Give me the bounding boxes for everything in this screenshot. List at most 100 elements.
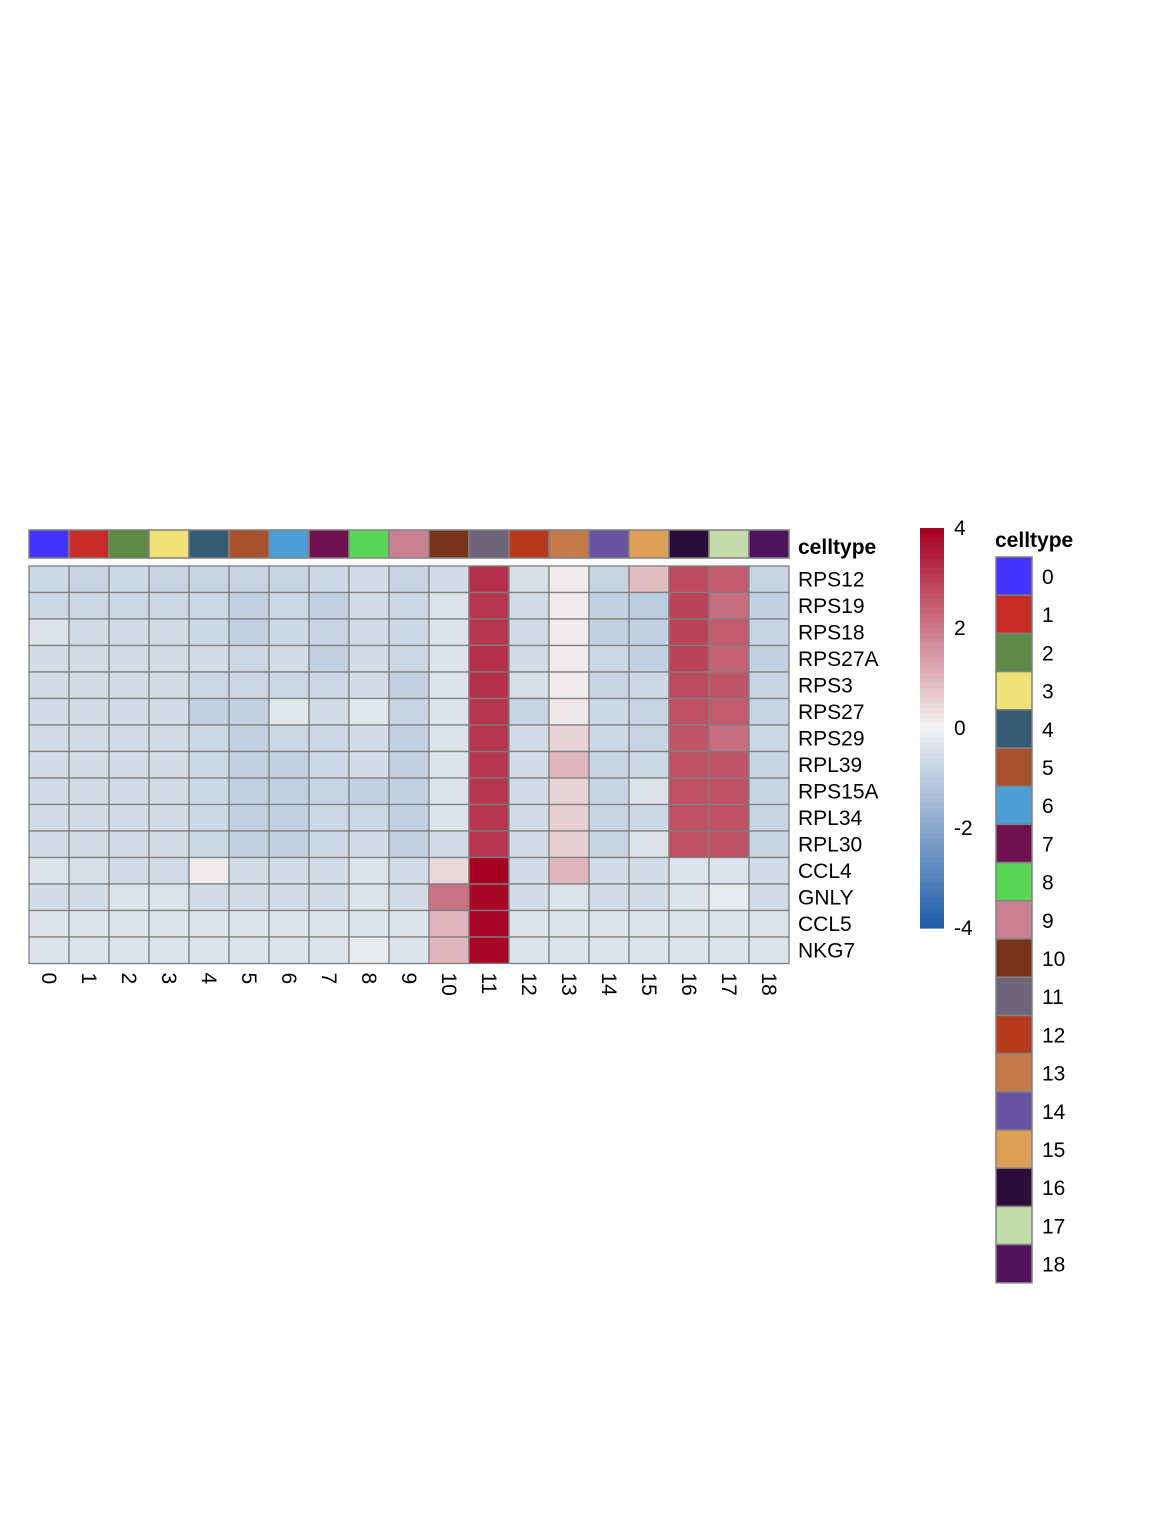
heatmap-cell (148, 936, 190, 965)
heatmap-cell (348, 671, 390, 700)
column-label: 15 (637, 973, 660, 996)
heatmap-cell (348, 856, 390, 885)
celltype-annotation-cell-10 (428, 529, 470, 559)
heatmap-cell (668, 777, 710, 806)
heatmap-cell (68, 724, 110, 753)
heatmap-cell (388, 671, 430, 700)
heatmap-cell (308, 591, 350, 620)
heatmap-cell (388, 936, 430, 965)
heatmap-cell (28, 883, 70, 912)
color-scale-segment (920, 663, 944, 669)
heatmap-cell (508, 830, 550, 859)
row-label: NKG7 (798, 939, 855, 962)
legend-label: 2 (1042, 642, 1054, 665)
heatmap-cell (28, 618, 70, 647)
legend-label: 9 (1042, 910, 1054, 933)
heatmap-cell (188, 644, 230, 673)
heatmap-cell (668, 803, 710, 832)
row-label: RPL30 (798, 833, 862, 856)
heatmap-cell (148, 803, 190, 832)
color-scale-segment (920, 608, 944, 614)
heatmap-cell (628, 936, 670, 965)
heatmap-cell (268, 591, 310, 620)
celltype-annotation-cell-18 (748, 529, 790, 559)
heatmap-cell (308, 697, 350, 726)
color-scale-segment (920, 628, 944, 634)
heatmap-cell (708, 724, 750, 753)
color-scale-tick-label: 0 (954, 717, 966, 740)
heatmap-cell (748, 644, 790, 673)
heatmap-cell (548, 883, 590, 912)
heatmap-cell (308, 909, 350, 938)
heatmap-cell (508, 750, 550, 779)
heatmap-cell (428, 591, 470, 620)
heatmap-cell (748, 909, 790, 938)
color-scale-segment (920, 718, 944, 724)
heatmap-cell (308, 565, 350, 594)
heatmap-cell (268, 803, 310, 832)
column-labels: 0 1 2 3 4 5 6 7 8 9 10 11 12 13 14 15 16 17 18 (37, 973, 780, 997)
color-scale-segment (920, 908, 944, 914)
heatmap-cell (468, 724, 510, 753)
heatmap-cell (668, 750, 710, 779)
heatmap-cell (588, 856, 630, 885)
heatmap-cell (508, 671, 550, 700)
heatmap-cell (228, 644, 270, 673)
heatmap-cell (268, 830, 310, 859)
heatmap-cell (508, 697, 550, 726)
color-scale-segment (920, 548, 944, 554)
heatmap-cell (748, 591, 790, 620)
heatmap-cell (188, 618, 230, 647)
heatmap-cell (308, 618, 350, 647)
color-scale-segment (920, 653, 944, 659)
color-scale-segment (920, 708, 944, 714)
color-scale-segment (920, 678, 944, 684)
legend-swatch-14 (995, 1091, 1033, 1131)
heatmap-cell (188, 909, 230, 938)
legend-swatch-0 (995, 556, 1033, 596)
column-label: 2 (117, 973, 140, 985)
heatmap-cell (68, 909, 110, 938)
heatmap-cell (148, 697, 190, 726)
heatmap-cell (708, 909, 750, 938)
heatmap-cell (548, 618, 590, 647)
heatmap-cell (348, 697, 390, 726)
heatmap-cell (508, 777, 550, 806)
heatmap-cell (268, 644, 310, 673)
heatmap-cell (468, 830, 510, 859)
heatmap-cell (748, 724, 790, 753)
heatmap-cell (268, 618, 310, 647)
color-scale-segment (920, 783, 944, 789)
heatmap-cell (108, 724, 150, 753)
heatmap-cell (148, 909, 190, 938)
heatmap-cell (548, 750, 590, 779)
heatmap-cell (548, 591, 590, 620)
row-label: RPS3 (798, 674, 853, 697)
heatmap-cell (148, 750, 190, 779)
row-label: RPS18 (798, 621, 865, 644)
column-label: 7 (317, 973, 340, 985)
heatmap-cell (668, 618, 710, 647)
color-scale-segment (920, 828, 944, 834)
column-label: 6 (277, 973, 300, 985)
color-scale-segment (920, 793, 944, 799)
color-scale-tick-label: 2 (954, 617, 966, 640)
heatmap-cell (28, 936, 70, 965)
heatmap-cell (68, 644, 110, 673)
color-scale-segment (920, 553, 944, 559)
heatmap-cell (188, 803, 230, 832)
heatmap-cell (668, 591, 710, 620)
color-scale-segment (920, 878, 944, 884)
color-scale-segment (920, 758, 944, 764)
color-scale-segment (920, 893, 944, 899)
color-scale-segment (920, 818, 944, 824)
heatmap-cell (468, 856, 510, 885)
heatmap-cell (388, 830, 430, 859)
heatmap-cell (588, 883, 630, 912)
heatmap-cell (268, 724, 310, 753)
heatmap-cell (588, 830, 630, 859)
color-scale-segment (920, 578, 944, 584)
heatmap-cell (628, 618, 670, 647)
heatmap-cell (68, 830, 110, 859)
legend-label: 6 (1042, 795, 1054, 818)
